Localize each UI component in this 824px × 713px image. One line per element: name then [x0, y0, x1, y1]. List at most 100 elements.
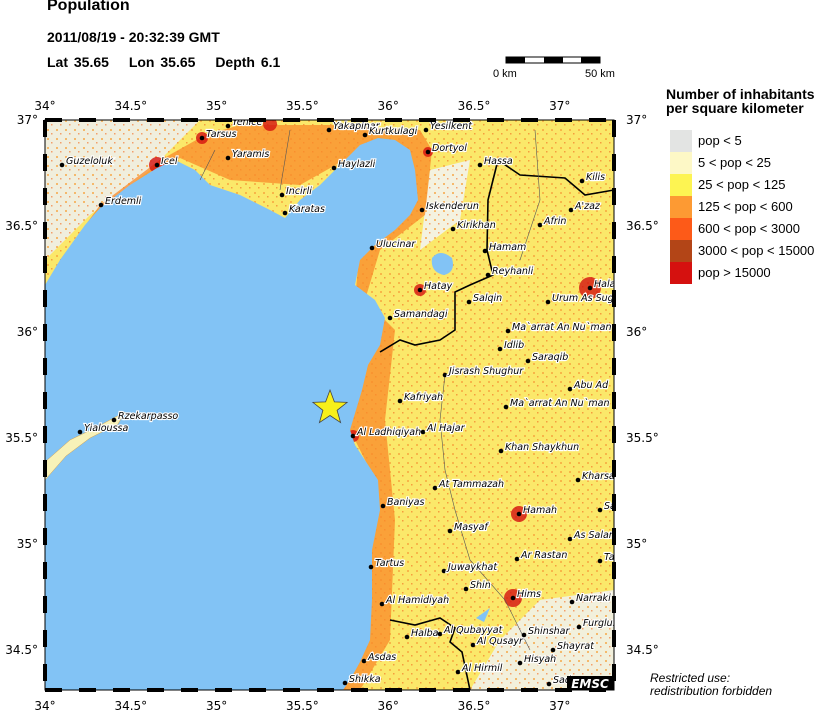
city-dot-icon: [425, 149, 431, 155]
city: Ma`arrat An Nu`man: [503, 397, 611, 410]
frame-tick: [589, 118, 606, 122]
lat-tick-label-right: 36.5°: [626, 219, 659, 233]
city: Tartus: [368, 557, 405, 570]
city-dot-icon: [482, 248, 488, 254]
city-label: Kafriyah: [404, 392, 443, 403]
city-label: Hala: [594, 279, 616, 290]
city-label: Hims: [517, 589, 541, 600]
legend-swatch: [670, 130, 692, 152]
city-label: Kharsa: [582, 471, 615, 482]
city-dot-icon: [77, 429, 83, 435]
city-label: Rzekarpasso: [118, 411, 178, 422]
city-label: Ulucinar: [376, 239, 416, 250]
depth: Depth 6.1: [215, 54, 281, 70]
lat-tick-label-left: 37°: [17, 113, 38, 127]
city: Sa: [597, 500, 614, 513]
city-dot-icon: [379, 601, 385, 607]
frame-tick: [43, 460, 47, 477]
city-dot-icon: [597, 558, 603, 564]
city-label: Ma`arrat An Nu`man: [510, 398, 609, 409]
city: Hassa: [477, 155, 514, 168]
city-label: Shin: [470, 580, 491, 591]
frame-tick: [487, 118, 504, 122]
city: Kharsa: [575, 470, 615, 483]
frame-tick: [181, 688, 198, 692]
emsc-logo-bg: [567, 676, 614, 690]
legend-label: 5 < pop < 25: [698, 155, 772, 170]
city: Al Qusayr: [470, 635, 525, 648]
legend-label: pop < 5: [698, 133, 742, 148]
city-dot-icon: [423, 127, 429, 133]
lat-tick-label-right: 36°: [626, 325, 647, 339]
lon-tick-label-bottom: 34°: [34, 699, 55, 713]
city-dot-icon: [154, 162, 160, 168]
country-borders: [379, 159, 614, 690]
city: Al Ladhiqiyah: [350, 426, 422, 439]
city: Asdas: [361, 651, 397, 664]
lon-tick-label-top: 36°: [378, 99, 399, 113]
city-dot-icon: [546, 681, 552, 687]
city-dot-icon: [342, 680, 348, 686]
city-label: Guzeloluk: [66, 156, 113, 167]
city: Incirli: [279, 185, 313, 198]
lon-tick-label-top: 36.5°: [458, 99, 491, 113]
frame-tick: [43, 528, 47, 545]
city-dot-icon: [455, 669, 461, 675]
lat-tick-label-right: 35°: [626, 537, 647, 551]
star-icon[interactable]: [311, 388, 349, 424]
legend-swatch: [670, 240, 692, 262]
frame-tick: [453, 688, 470, 692]
map-frame: [43, 118, 616, 692]
city: Rzekarpasso: [111, 410, 180, 423]
city-label: A'zaz: [574, 201, 601, 212]
city: Hamah: [516, 504, 558, 517]
lon-tick-label-bottom: 35°: [206, 699, 227, 713]
city-label: Icel: [161, 156, 178, 167]
city-label: Juwaykhat: [446, 562, 498, 573]
city: Saraqib: [525, 351, 569, 364]
frame-tick: [79, 688, 96, 692]
frame-tick: [181, 118, 198, 122]
city: Abu Ad: [567, 379, 610, 392]
city-label: Afrin: [543, 216, 566, 227]
city: Juwaykhat: [441, 561, 499, 574]
city-dot-icon: [111, 417, 117, 423]
city-dot-icon: [597, 507, 603, 513]
frame-tick: [45, 688, 62, 692]
lon-tick-label-bottom: 36°: [378, 699, 399, 713]
city-dot-icon: [447, 528, 453, 534]
frame-tick: [385, 118, 402, 122]
frame-tick: [385, 688, 402, 692]
map-title: Population: [47, 0, 130, 14]
frame-tick: [351, 118, 368, 122]
city: Tarsus: [199, 128, 238, 141]
city-dot-icon: [505, 328, 511, 334]
frame-tick: [147, 118, 164, 122]
city-label: Masyaf: [454, 522, 489, 533]
city-label: Baniyas: [387, 497, 424, 508]
frame-tick: [521, 688, 538, 692]
city-dot-icon: [380, 503, 386, 509]
city-dot-icon: [404, 634, 410, 640]
legend-swatch: [670, 262, 692, 284]
frame-tick: [43, 324, 47, 341]
frame-tick: [43, 188, 47, 205]
city: Al Qubayyat: [437, 624, 505, 637]
city-dot-icon: [545, 299, 551, 305]
city-dot-icon: [441, 568, 447, 574]
city-dot-icon: [432, 485, 438, 491]
city-label: Halba: [411, 628, 439, 639]
city: Erdemli: [98, 195, 143, 208]
city: A'zaz: [568, 200, 602, 213]
frame-tick: [612, 596, 616, 613]
legend-label: 25 < pop < 125: [698, 177, 786, 192]
city-label: Urum As Sugr: [552, 293, 619, 304]
city-dot-icon: [350, 433, 356, 439]
frame-tick: [43, 664, 47, 681]
lon-tick-label-top: 34°: [34, 99, 55, 113]
event-datetime: 2011/08/19 - 20:32:39 GMT: [47, 29, 220, 45]
city-label: Idlib: [504, 340, 524, 351]
city-label: Karatas: [289, 204, 325, 215]
city-dot-icon: [514, 556, 520, 562]
